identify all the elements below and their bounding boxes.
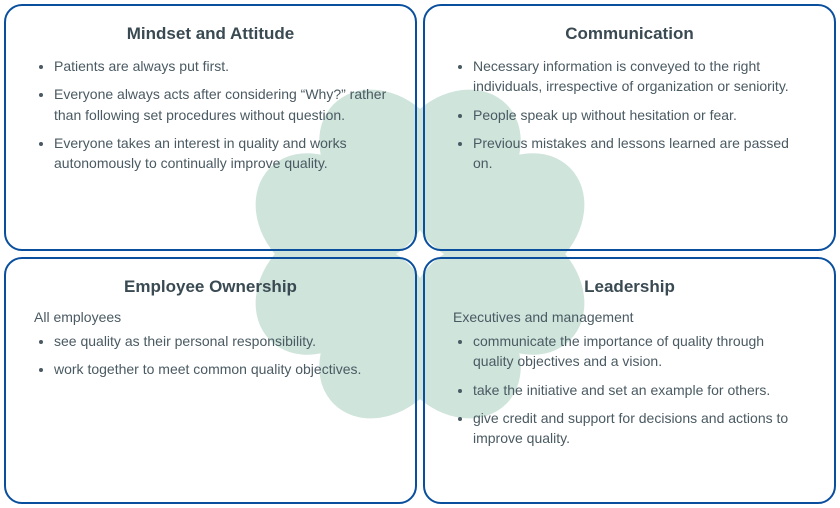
list-item: see quality as their personal responsibi… [54,331,387,351]
panel-ownership: Employee Ownership All employees see qua… [4,257,417,504]
panel-title: Communication [453,24,806,44]
bullet-list: see quality as their personal responsibi… [34,331,387,380]
bullet-list: Necessary information is conveyed to the… [453,56,806,173]
bullet-list: communicate the importance of quality th… [453,331,806,448]
list-item: Everyone always acts after considering “… [54,84,387,125]
list-item: take the initiative and set an example f… [473,380,806,400]
panel-mindset: Mindset and Attitude Patients are always… [4,4,417,251]
list-item: give credit and support for decisions an… [473,408,806,449]
panel-title: Employee Ownership [34,277,387,297]
list-item: Previous mistakes and lessons learned ar… [473,133,806,174]
list-item: People speak up without hesitation or fe… [473,105,806,125]
list-item: communicate the importance of quality th… [473,331,806,372]
quadrant-grid: Mindset and Attitude Patients are always… [0,0,840,508]
panel-title: Leadership [453,277,806,297]
panel-lead: All employees [34,309,387,325]
panel-communication: Communication Necessary information is c… [423,4,836,251]
list-item: Patients are always put first. [54,56,387,76]
list-item: Necessary information is conveyed to the… [473,56,806,97]
list-item: Everyone takes an interest in quality an… [54,133,387,174]
bullet-list: Patients are always put first. Everyone … [34,56,387,173]
list-item: work together to meet common quality obj… [54,359,387,379]
panel-title: Mindset and Attitude [34,24,387,44]
panel-leadership: Leadership Executives and management com… [423,257,836,504]
panel-lead: Executives and management [453,309,806,325]
